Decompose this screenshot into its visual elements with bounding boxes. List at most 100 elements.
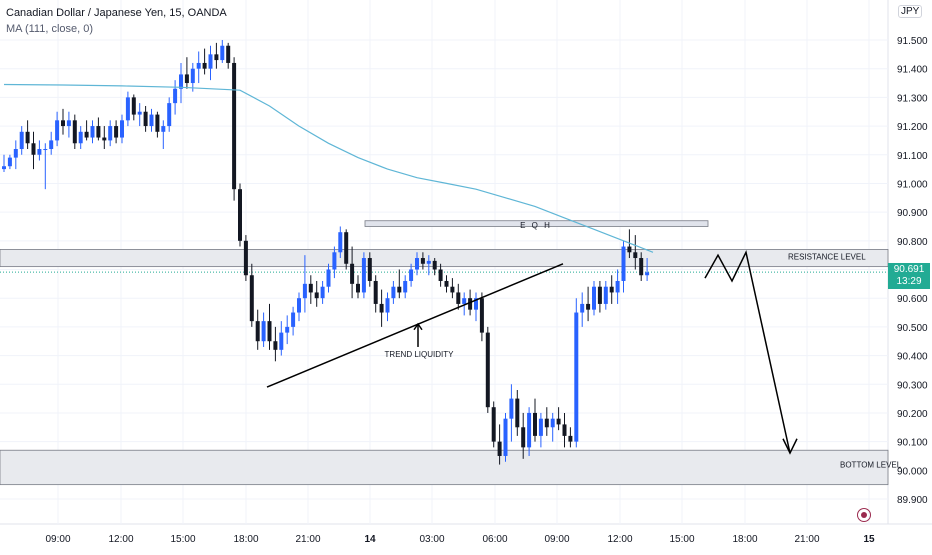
- candle-body[interactable]: [285, 326, 290, 333]
- candle-body[interactable]: [609, 286, 614, 293]
- candle-body[interactable]: [302, 283, 307, 299]
- candle-body[interactable]: [78, 131, 83, 144]
- candle-body[interactable]: [2, 166, 6, 170]
- candle-body[interactable]: [515, 398, 520, 428]
- candle-body[interactable]: [261, 321, 266, 342]
- candle-body[interactable]: [43, 149, 48, 151]
- candle-body[interactable]: [450, 286, 455, 293]
- candle-body[interactable]: [497, 441, 502, 456]
- candle-body[interactable]: [267, 321, 272, 342]
- candle-body[interactable]: [96, 126, 101, 138]
- candle-body[interactable]: [13, 149, 18, 158]
- candle-body[interactable]: [586, 303, 591, 310]
- candle-body[interactable]: [568, 435, 573, 442]
- indicator-legend[interactable]: MA (111, close, 0): [6, 23, 94, 35]
- candle-body[interactable]: [574, 312, 579, 442]
- projection-path[interactable]: [704, 250, 791, 454]
- candle-body[interactable]: [243, 240, 248, 276]
- candle-body[interactable]: [373, 280, 378, 304]
- candle-body[interactable]: [397, 286, 402, 293]
- candle-body[interactable]: [479, 298, 484, 333]
- candle-body[interactable]: [409, 269, 414, 281]
- candle-body[interactable]: [202, 62, 207, 69]
- candle-body[interactable]: [527, 412, 532, 448]
- candle-body[interactable]: [556, 418, 561, 425]
- candle-body[interactable]: [592, 286, 596, 310]
- candle-body[interactable]: [291, 312, 296, 327]
- candle-body[interactable]: [332, 252, 337, 270]
- candle-body[interactable]: [562, 424, 567, 436]
- candle-body[interactable]: [320, 286, 325, 299]
- candle-body[interactable]: [155, 114, 160, 132]
- candle-body[interactable]: [72, 120, 77, 144]
- candle-body[interactable]: [356, 283, 360, 293]
- candle-body[interactable]: [143, 111, 148, 127]
- candle-body[interactable]: [338, 232, 343, 253]
- candle-body[interactable]: [432, 260, 437, 270]
- candle-body[interactable]: [226, 45, 231, 63]
- candle-body[interactable]: [326, 269, 331, 287]
- candle-body[interactable]: [120, 120, 124, 138]
- currency-label[interactable]: JPY: [898, 5, 923, 18]
- candle-body[interactable]: [580, 303, 585, 313]
- candle-body[interactable]: [597, 286, 602, 304]
- candle-body[interactable]: [37, 149, 42, 155]
- candle-body[interactable]: [456, 292, 461, 304]
- candle-body[interactable]: [7, 157, 12, 167]
- candle-body[interactable]: [633, 252, 638, 259]
- candle-body[interactable]: [645, 272, 650, 276]
- candle-body[interactable]: [426, 260, 431, 264]
- candle-body[interactable]: [184, 74, 189, 84]
- candle-body[interactable]: [190, 68, 195, 84]
- candle-body[interactable]: [173, 88, 178, 104]
- trend-line[interactable]: [266, 263, 564, 388]
- candle-body[interactable]: [214, 54, 219, 61]
- candle-body[interactable]: [131, 97, 136, 115]
- candle-body[interactable]: [491, 407, 496, 442]
- candle-body[interactable]: [462, 298, 467, 304]
- candle-body[interactable]: [615, 280, 620, 293]
- candle-body[interactable]: [232, 62, 237, 190]
- candle-body[interactable]: [149, 114, 154, 127]
- candle-body[interactable]: [603, 286, 608, 304]
- candle-body[interactable]: [474, 298, 478, 310]
- symbol-title[interactable]: Canadian Dollar / Japanese Yen, 15, OAND…: [6, 7, 227, 19]
- moving-average-line[interactable]: [3, 83, 654, 253]
- candle-body[interactable]: [550, 418, 555, 428]
- candle-body[interactable]: [102, 137, 107, 141]
- candle-body[interactable]: [61, 120, 65, 127]
- candle-body[interactable]: [385, 298, 390, 313]
- candle-body[interactable]: [379, 303, 384, 313]
- candle-body[interactable]: [208, 54, 213, 69]
- candle-body[interactable]: [137, 111, 142, 115]
- candle-body[interactable]: [621, 246, 626, 281]
- candle-body[interactable]: [468, 298, 473, 310]
- candle-body[interactable]: [627, 246, 632, 253]
- candle-body[interactable]: [391, 286, 396, 299]
- candle-body[interactable]: [521, 427, 526, 448]
- candle-body[interactable]: [196, 62, 201, 69]
- candle-body[interactable]: [438, 269, 443, 281]
- candle-body[interactable]: [297, 298, 301, 313]
- resistance-zone[interactable]: [0, 249, 889, 268]
- candle-body[interactable]: [344, 232, 349, 264]
- candle-body[interactable]: [84, 131, 89, 138]
- candle-body[interactable]: [485, 332, 490, 408]
- candle-body[interactable]: [533, 412, 537, 436]
- candle-body[interactable]: [19, 131, 24, 150]
- candle-body[interactable]: [125, 97, 130, 121]
- candle-body[interactable]: [314, 292, 319, 299]
- candle-body[interactable]: [167, 103, 172, 127]
- candle-body[interactable]: [361, 258, 366, 293]
- candle-body[interactable]: [66, 120, 71, 127]
- candle-body[interactable]: [179, 74, 183, 89]
- candle-body[interactable]: [503, 418, 508, 456]
- candle-body[interactable]: [350, 263, 355, 284]
- candle-body[interactable]: [444, 280, 449, 287]
- candle-body[interactable]: [49, 140, 54, 150]
- candle-body[interactable]: [367, 258, 372, 281]
- settings-icon[interactable]: [857, 508, 871, 522]
- candle-body[interactable]: [220, 45, 225, 61]
